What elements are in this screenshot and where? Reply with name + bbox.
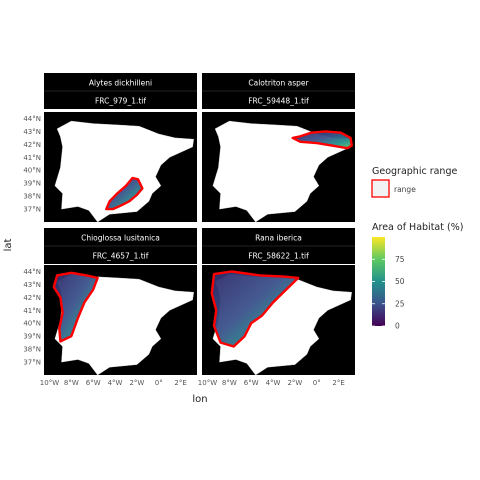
y-tick-label: 44°N: [23, 268, 41, 276]
range-legend-key: [371, 179, 390, 198]
y-tick-label: 39°N: [23, 333, 41, 341]
facet-species-label: Rana iberica: [255, 234, 302, 243]
iberia-landmass: [212, 120, 352, 223]
y-tick-label: 43°N: [23, 128, 41, 136]
range-outline: [105, 176, 144, 211]
range-outline: [210, 270, 300, 348]
x-tick-label: 6°W: [86, 379, 101, 387]
facet-file-label: FRC_979_1.tif: [95, 97, 146, 106]
iberia-landmass: [54, 273, 194, 376]
x-axis-title: lon: [192, 394, 207, 405]
facet-panel: Chioglossa lusitanica FRC_4657_1.tif: [44, 228, 197, 376]
y-tick-label: 38°N: [23, 346, 41, 354]
habitat-raster: [211, 271, 299, 347]
range-outline: [52, 271, 99, 343]
facet-panel: Calotriton asper FRC_59448_1.tif: [202, 73, 355, 223]
x-tick-label: 8°W: [222, 379, 237, 387]
colorbar-tick-label: 25: [395, 299, 405, 308]
y-tick-label: 44°N: [23, 115, 41, 123]
colorbar-tick-label: 50: [395, 277, 405, 286]
fill-colorbar: [372, 237, 385, 326]
habitat-raster: [292, 131, 352, 149]
facet-species-label: Alytes dickhilleni: [89, 79, 152, 88]
x-tick-label: 8°W: [64, 379, 79, 387]
x-tick-label: 2°E: [332, 379, 344, 387]
facet-panel: Rana iberica FRC_58622_1.tif: [202, 228, 355, 376]
fill-legend-title: Area of Habitat (%): [372, 222, 463, 233]
y-tick-label: 43°N: [23, 281, 41, 289]
x-tick-label: 4°W: [108, 379, 123, 387]
range-legend-title: Geographic range: [372, 166, 457, 177]
x-tick-label: 2°E: [174, 379, 186, 387]
x-tick-label: 2°W: [129, 379, 144, 387]
colorbar-tick-label: 0: [395, 322, 400, 331]
y-axis-title: lat: [3, 239, 14, 252]
facet-file-label: FRC_58622_1.tif: [248, 252, 309, 261]
x-tick-label: 10°W: [40, 379, 59, 387]
y-tick-label: 40°N: [23, 167, 41, 175]
y-tick-label: 37°N: [23, 206, 41, 214]
x-tick-label: 2°W: [287, 379, 302, 387]
y-tick-label: 42°N: [23, 294, 41, 302]
habitat-raster: [53, 272, 98, 342]
colorbar-tick-label: 75: [395, 255, 405, 264]
iberia-landmass: [54, 120, 194, 223]
x-tick-label: 0°: [313, 379, 321, 387]
y-tick-label: 37°N: [23, 359, 41, 367]
range-legend-label: range: [394, 185, 416, 194]
y-tick-label: 42°N: [23, 141, 41, 149]
x-tick-label: 4°W: [266, 379, 281, 387]
facet-species-label: Calotriton asper: [248, 79, 309, 88]
facet-file-label: FRC_4657_1.tif: [93, 252, 149, 261]
x-tick-label: 10°W: [198, 379, 217, 387]
range-outline: [291, 130, 353, 150]
y-tick-label: 40°N: [23, 320, 41, 328]
x-tick-label: 6°W: [244, 379, 259, 387]
y-tick-label: 38°N: [23, 193, 41, 201]
facet-panel: Alytes dickhilleni FRC_979_1.tif: [44, 73, 197, 223]
facet-species-label: Chioglossa lusitanica: [81, 234, 160, 243]
habitat-raster: [106, 178, 143, 210]
y-tick-label: 39°N: [23, 180, 41, 188]
facet-file-label: FRC_59448_1.tif: [248, 97, 309, 106]
x-tick-label: 0°: [155, 379, 163, 387]
y-tick-label: 41°N: [23, 154, 41, 162]
y-tick-label: 41°N: [23, 307, 41, 315]
